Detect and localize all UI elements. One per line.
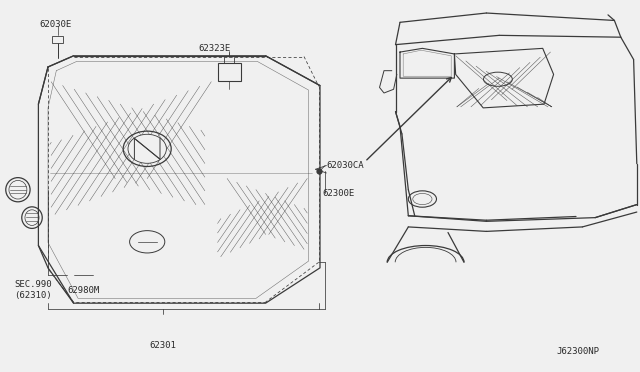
Text: (62310): (62310) (14, 291, 52, 300)
Text: J62300NP: J62300NP (557, 347, 600, 356)
Text: 62323E: 62323E (198, 44, 230, 53)
Text: SEC.990: SEC.990 (14, 280, 52, 289)
Text: 62030CA: 62030CA (326, 161, 364, 170)
Text: 62301: 62301 (150, 341, 177, 350)
Text: 62300E: 62300E (322, 189, 354, 198)
Bar (218, 63, 241, 81)
Ellipse shape (128, 134, 166, 163)
Text: 62980M: 62980M (67, 286, 99, 295)
Text: 62030E: 62030E (40, 20, 72, 29)
Bar (52, 36, 63, 43)
